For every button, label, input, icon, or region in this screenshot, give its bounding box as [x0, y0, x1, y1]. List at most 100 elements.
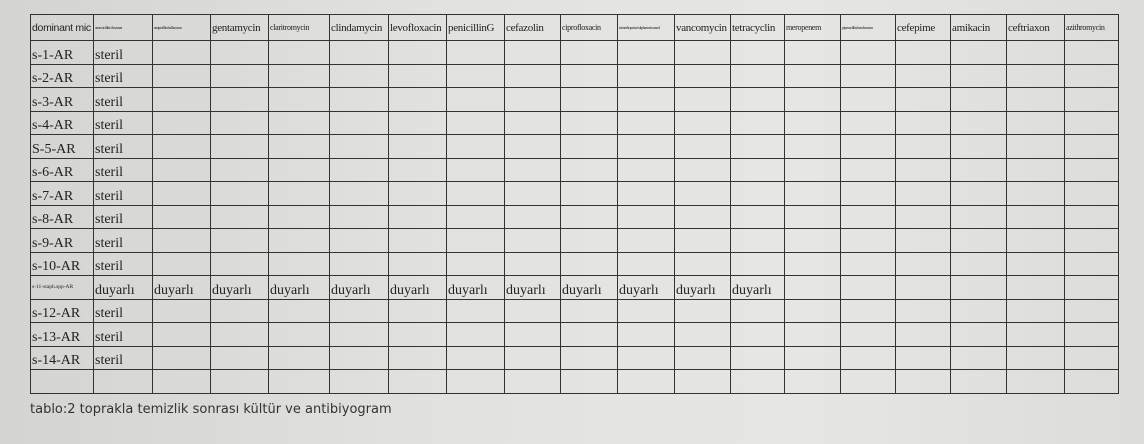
result-cell — [268, 204, 330, 229]
result-cell — [950, 134, 1007, 159]
table-row: s-7-AR steril — [30, 181, 1119, 206]
result-cell — [674, 251, 731, 276]
result-cell — [152, 204, 211, 229]
sample-id-cell: s-13-AR — [30, 322, 94, 347]
result-cell — [210, 204, 269, 229]
table-row: S-5-AR steril — [30, 134, 1119, 159]
result-cell — [617, 63, 675, 88]
result-cell — [504, 251, 561, 276]
result-cell — [152, 134, 211, 159]
result-cell — [784, 157, 841, 182]
sample-id-cell: s-8-AR — [30, 204, 94, 229]
result-cell — [840, 87, 896, 112]
column-header: trimethoprim/sulphametoxazol — [617, 14, 675, 41]
column-header: ampicillin/sulbactam — [152, 14, 211, 41]
result-cell — [1064, 157, 1119, 182]
result-cell — [730, 228, 785, 253]
table-row: s-3-AR steril — [30, 87, 1119, 112]
result-cell — [329, 322, 389, 347]
result-cell — [950, 345, 1007, 370]
result-cell — [1006, 251, 1065, 276]
result-cell — [1064, 181, 1119, 206]
result-cell — [329, 40, 389, 65]
sample-id-cell: s-12-AR — [30, 298, 94, 323]
table-row: s-14-AR steril — [30, 345, 1119, 370]
result-cell — [784, 298, 841, 323]
result-cell — [560, 298, 618, 323]
result-cell — [674, 345, 731, 370]
column-header: vancomycin — [674, 14, 731, 41]
result-cell — [895, 298, 951, 323]
result-cell: duyarlı — [268, 275, 330, 300]
result-cell — [329, 228, 389, 253]
result-cell — [210, 369, 269, 394]
result-cell — [446, 87, 505, 112]
sample-id-cell: s-11-staph.spp-AR — [30, 275, 94, 300]
result-cell: steril — [93, 228, 153, 253]
result-cell: steril — [93, 40, 153, 65]
sample-id-cell: s-9-AR — [30, 228, 94, 253]
column-header: meropenem — [784, 14, 841, 41]
result-cell — [504, 228, 561, 253]
result-cell: steril — [93, 298, 153, 323]
column-header: cefazolin — [504, 14, 561, 41]
result-cell — [560, 40, 618, 65]
result-cell — [674, 63, 731, 88]
result-cell — [617, 157, 675, 182]
result-cell — [784, 204, 841, 229]
result-cell — [560, 345, 618, 370]
result-cell — [446, 40, 505, 65]
result-cell — [840, 110, 896, 135]
result-cell — [560, 87, 618, 112]
column-header: azithromycin — [1064, 14, 1119, 41]
result-cell — [504, 40, 561, 65]
result-cell: duyarlı — [93, 275, 153, 300]
sample-id-cell: s-14-AR — [30, 345, 94, 370]
result-cell — [840, 322, 896, 347]
result-cell: duyarlı — [446, 275, 505, 300]
result-cell — [674, 181, 731, 206]
result-cell — [840, 345, 896, 370]
column-header: clindamycin — [329, 14, 389, 41]
result-cell — [210, 298, 269, 323]
result-cell — [560, 63, 618, 88]
table-row: s-6-AR steril — [30, 157, 1119, 182]
result-cell: duyarlı — [617, 275, 675, 300]
result-cell — [1064, 134, 1119, 159]
result-cell — [784, 63, 841, 88]
result-cell — [730, 369, 785, 394]
result-cell: steril — [93, 63, 153, 88]
result-cell — [950, 110, 1007, 135]
result-cell — [388, 369, 447, 394]
result-cell — [840, 275, 896, 300]
result-cell — [674, 298, 731, 323]
result-cell — [1064, 298, 1119, 323]
result-cell — [1006, 275, 1065, 300]
sample-id-cell — [30, 369, 94, 394]
result-cell — [210, 345, 269, 370]
result-cell — [446, 63, 505, 88]
result-cell — [329, 251, 389, 276]
result-cell — [730, 181, 785, 206]
result-cell — [329, 181, 389, 206]
result-cell: steril — [93, 251, 153, 276]
result-cell — [329, 157, 389, 182]
result-cell — [268, 298, 330, 323]
result-cell — [446, 110, 505, 135]
result-cell — [560, 322, 618, 347]
column-header: piperacillin/tazobactam — [840, 14, 896, 41]
result-cell — [1006, 110, 1065, 135]
result-cell — [446, 157, 505, 182]
result-cell — [1006, 345, 1065, 370]
result-cell — [152, 87, 211, 112]
result-cell — [210, 134, 269, 159]
result-cell — [388, 228, 447, 253]
column-header: dominant mic — [30, 14, 94, 41]
result-cell: steril — [93, 134, 153, 159]
result-cell — [840, 298, 896, 323]
result-cell — [446, 134, 505, 159]
result-cell — [1006, 228, 1065, 253]
result-cell — [784, 87, 841, 112]
result-cell — [152, 322, 211, 347]
table-row — [30, 369, 1119, 394]
